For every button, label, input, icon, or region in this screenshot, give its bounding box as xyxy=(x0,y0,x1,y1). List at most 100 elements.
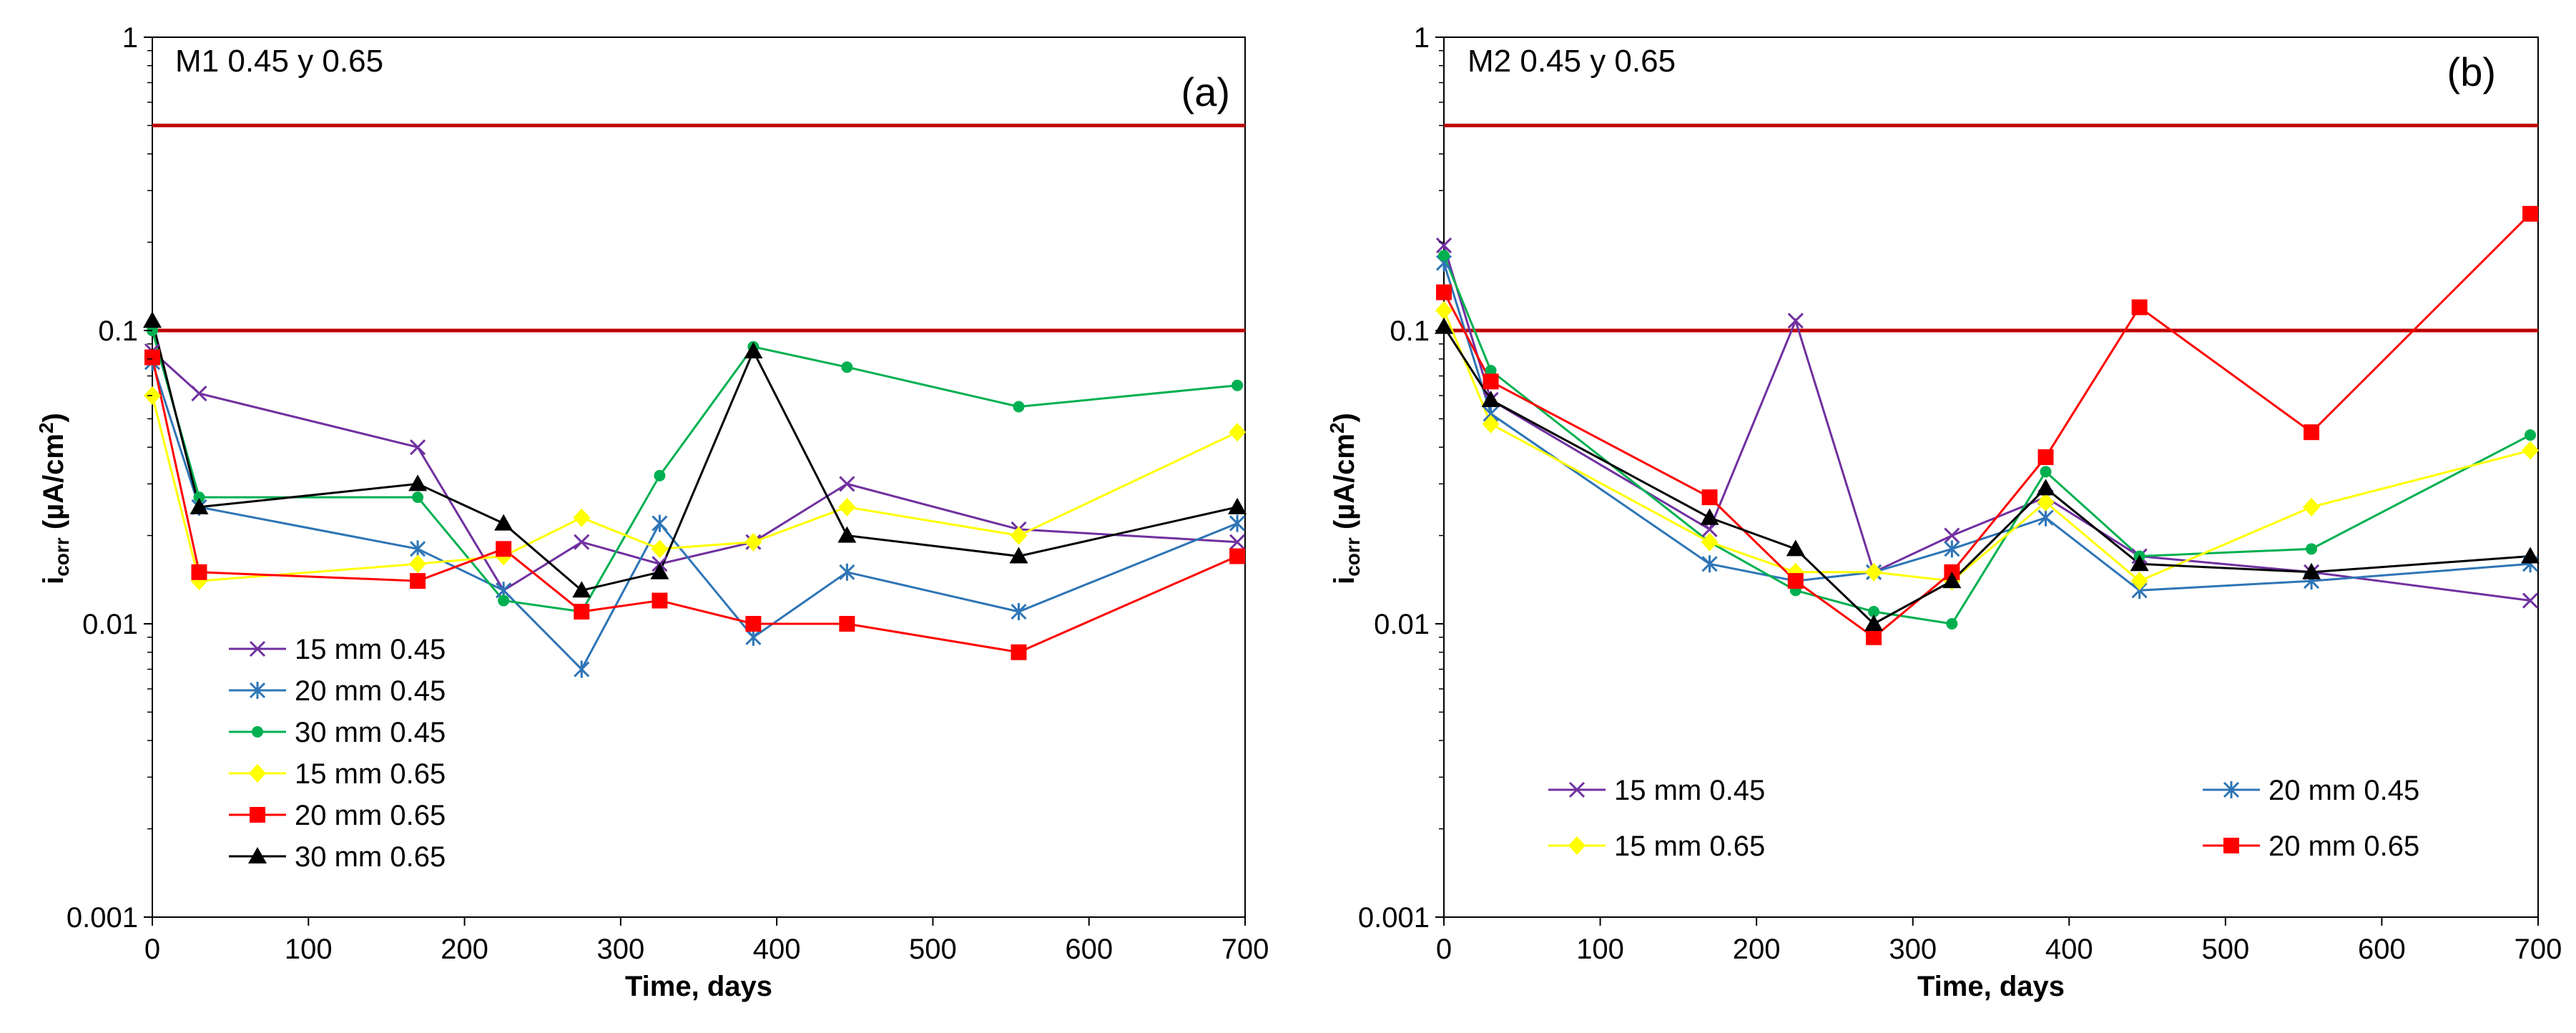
data-point-a-4-4 xyxy=(574,604,590,620)
data-point-b-2-6 xyxy=(2040,466,2052,478)
y-tick-label-a-1: 0.01 xyxy=(82,609,138,640)
data-point-b-4-7 xyxy=(2131,299,2148,315)
data-point-b-2-9 xyxy=(2525,429,2537,441)
series-line-a-4 xyxy=(151,357,1238,654)
data-point-b-1-2 xyxy=(1701,555,1718,573)
data-point-a-4-0 xyxy=(144,349,160,366)
data-point-b-5-2 xyxy=(1700,508,1719,525)
legend-label-a-0: 15 mm 0.45 xyxy=(295,634,446,665)
data-point-b-2-0 xyxy=(1438,250,1450,262)
data-point-a-2-1 xyxy=(193,491,205,504)
x-tick-label-a-5: 500 xyxy=(909,934,957,965)
data-point-a-2-3 xyxy=(498,594,510,607)
data-point-a-5-1 xyxy=(190,497,209,514)
data-point-a-5-6 xyxy=(744,341,763,358)
data-point-a-4-3 xyxy=(496,541,512,557)
y-axis-title-b: icorr (µA/cm2) xyxy=(1326,413,1364,584)
data-point-a-1-8 xyxy=(1011,603,1027,621)
legend-label-a-4: 20 mm 0.65 xyxy=(295,800,446,831)
legend-item-a-0: 15 mm 0.45 xyxy=(229,634,446,665)
panel-title-a: M1 0.45 y 0.65 xyxy=(175,44,383,79)
data-point-b-5-7 xyxy=(2130,554,2149,572)
data-point-a-4-8 xyxy=(1011,644,1027,660)
x-axis-title-b: Time, days xyxy=(1917,971,2065,1002)
series-line-b-5 xyxy=(1442,325,2531,625)
data-point-b-5-5 xyxy=(1942,572,1962,589)
legend-marker-b-1 xyxy=(2223,781,2240,798)
chart-panel-b: 0.001 0.01 0.1 1 0 100 200 300 400 500 600 700 M2 … xyxy=(1326,22,2562,1002)
data-point-a-5-3 xyxy=(494,514,513,531)
x-tick-label-b-2: 200 xyxy=(1733,934,1781,965)
legend-label-b-4: 20 mm 0.65 xyxy=(2268,831,2419,862)
data-point-b-5-0 xyxy=(1435,317,1453,334)
legend-marker-a-5 xyxy=(248,847,267,863)
y-tick-label-a-3: 1 xyxy=(122,22,138,54)
legend-item-a-3: 15 mm 0.65 xyxy=(229,758,446,790)
data-point-a-1-7 xyxy=(839,563,855,581)
data-point-b-4-2 xyxy=(1701,489,1718,506)
data-point-a-4-2 xyxy=(410,573,426,589)
data-point-b-4-6 xyxy=(2037,449,2054,466)
legend-marker-a-2 xyxy=(252,726,263,738)
y-tick-label-b-1: 0.01 xyxy=(1374,609,1430,640)
x-axis-title-a: Time, days xyxy=(625,971,772,1002)
data-point-a-3-7 xyxy=(838,497,856,516)
legend-label-b-0: 15 mm 0.45 xyxy=(1614,775,1765,806)
legend-item-b-4: 20 mm 0.65 xyxy=(2203,831,2419,862)
data-point-a-0-1 xyxy=(191,385,207,402)
y-tick-label-b-2: 0.1 xyxy=(1390,315,1430,347)
data-point-a-2-5 xyxy=(654,469,666,481)
data-point-b-5-3 xyxy=(1786,539,1805,557)
data-point-a-0-7 xyxy=(839,476,855,492)
data-point-a-2-7 xyxy=(841,361,853,373)
data-point-b-3-6 xyxy=(2037,492,2055,511)
data-point-b-4-1 xyxy=(1483,373,1499,390)
series-line-b-4 xyxy=(1442,212,2532,639)
data-point-a-3-4 xyxy=(573,508,591,527)
series-line-a-0 xyxy=(151,350,1238,592)
plot-area-a xyxy=(152,36,1246,918)
series-line-a-2 xyxy=(151,330,1238,613)
x-tick-label-b-0: 0 xyxy=(1436,934,1452,965)
data-point-a-1-5 xyxy=(652,514,668,532)
legend-marker-b-4 xyxy=(2223,838,2239,853)
legend-marker-a-1 xyxy=(249,682,266,699)
data-point-b-2-5 xyxy=(1946,618,1958,630)
data-point-a-0-2 xyxy=(410,439,426,456)
series-line-b-2 xyxy=(1442,255,2531,625)
legend-label-a-2: 30 mm 0.45 xyxy=(295,717,446,748)
y-axis-title-a: icorr (µA/cm2) xyxy=(35,413,73,584)
legend-label-a-3: 15 mm 0.65 xyxy=(295,758,446,790)
data-point-b-2-4 xyxy=(1868,606,1880,618)
x-tick-label-b-3: 300 xyxy=(1889,934,1937,965)
data-point-b-2-8 xyxy=(2306,543,2318,555)
data-point-b-5-4 xyxy=(1864,615,1884,631)
x-tick-label-b-7: 700 xyxy=(2514,934,2562,965)
data-point-b-3-1 xyxy=(1482,414,1500,434)
data-point-b-0-9 xyxy=(2522,592,2539,609)
data-point-b-4-0 xyxy=(1436,284,1452,300)
legend-marker-a-3 xyxy=(249,764,266,783)
legend-marker-b-3 xyxy=(1568,836,1586,855)
x-tick-label-a-7: 700 xyxy=(1221,934,1269,965)
x-tick-label-b-5: 500 xyxy=(2201,934,2249,965)
y-tick-label-b-3: 1 xyxy=(1414,22,1430,54)
data-point-a-2-9 xyxy=(1232,379,1244,391)
data-point-b-3-7 xyxy=(2130,572,2148,591)
data-point-a-1-9 xyxy=(1229,514,1246,532)
data-point-b-0-0 xyxy=(1435,238,1452,254)
data-point-b-2-1 xyxy=(1485,365,1497,377)
data-point-a-0-9 xyxy=(1229,534,1246,550)
panel-label-b: (b) xyxy=(2447,49,2496,94)
data-point-b-4-4 xyxy=(1866,629,1882,645)
legend-a: 15 mm 0.45 20 mm 0.45 30 mm 0.45 15 mm 0.65… xyxy=(229,634,446,873)
data-point-b-4-9 xyxy=(2522,205,2539,222)
data-point-a-4-7 xyxy=(839,616,855,632)
data-point-a-4-6 xyxy=(745,616,762,632)
legend-marker-a-0 xyxy=(249,640,266,657)
data-point-b-4-3 xyxy=(1787,573,1804,589)
y-tick-label-b-0: 0.001 xyxy=(1358,902,1430,934)
data-point-a-3-2 xyxy=(409,554,427,574)
